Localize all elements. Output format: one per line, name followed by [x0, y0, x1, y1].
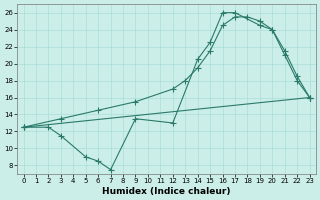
X-axis label: Humidex (Indice chaleur): Humidex (Indice chaleur)	[102, 187, 231, 196]
